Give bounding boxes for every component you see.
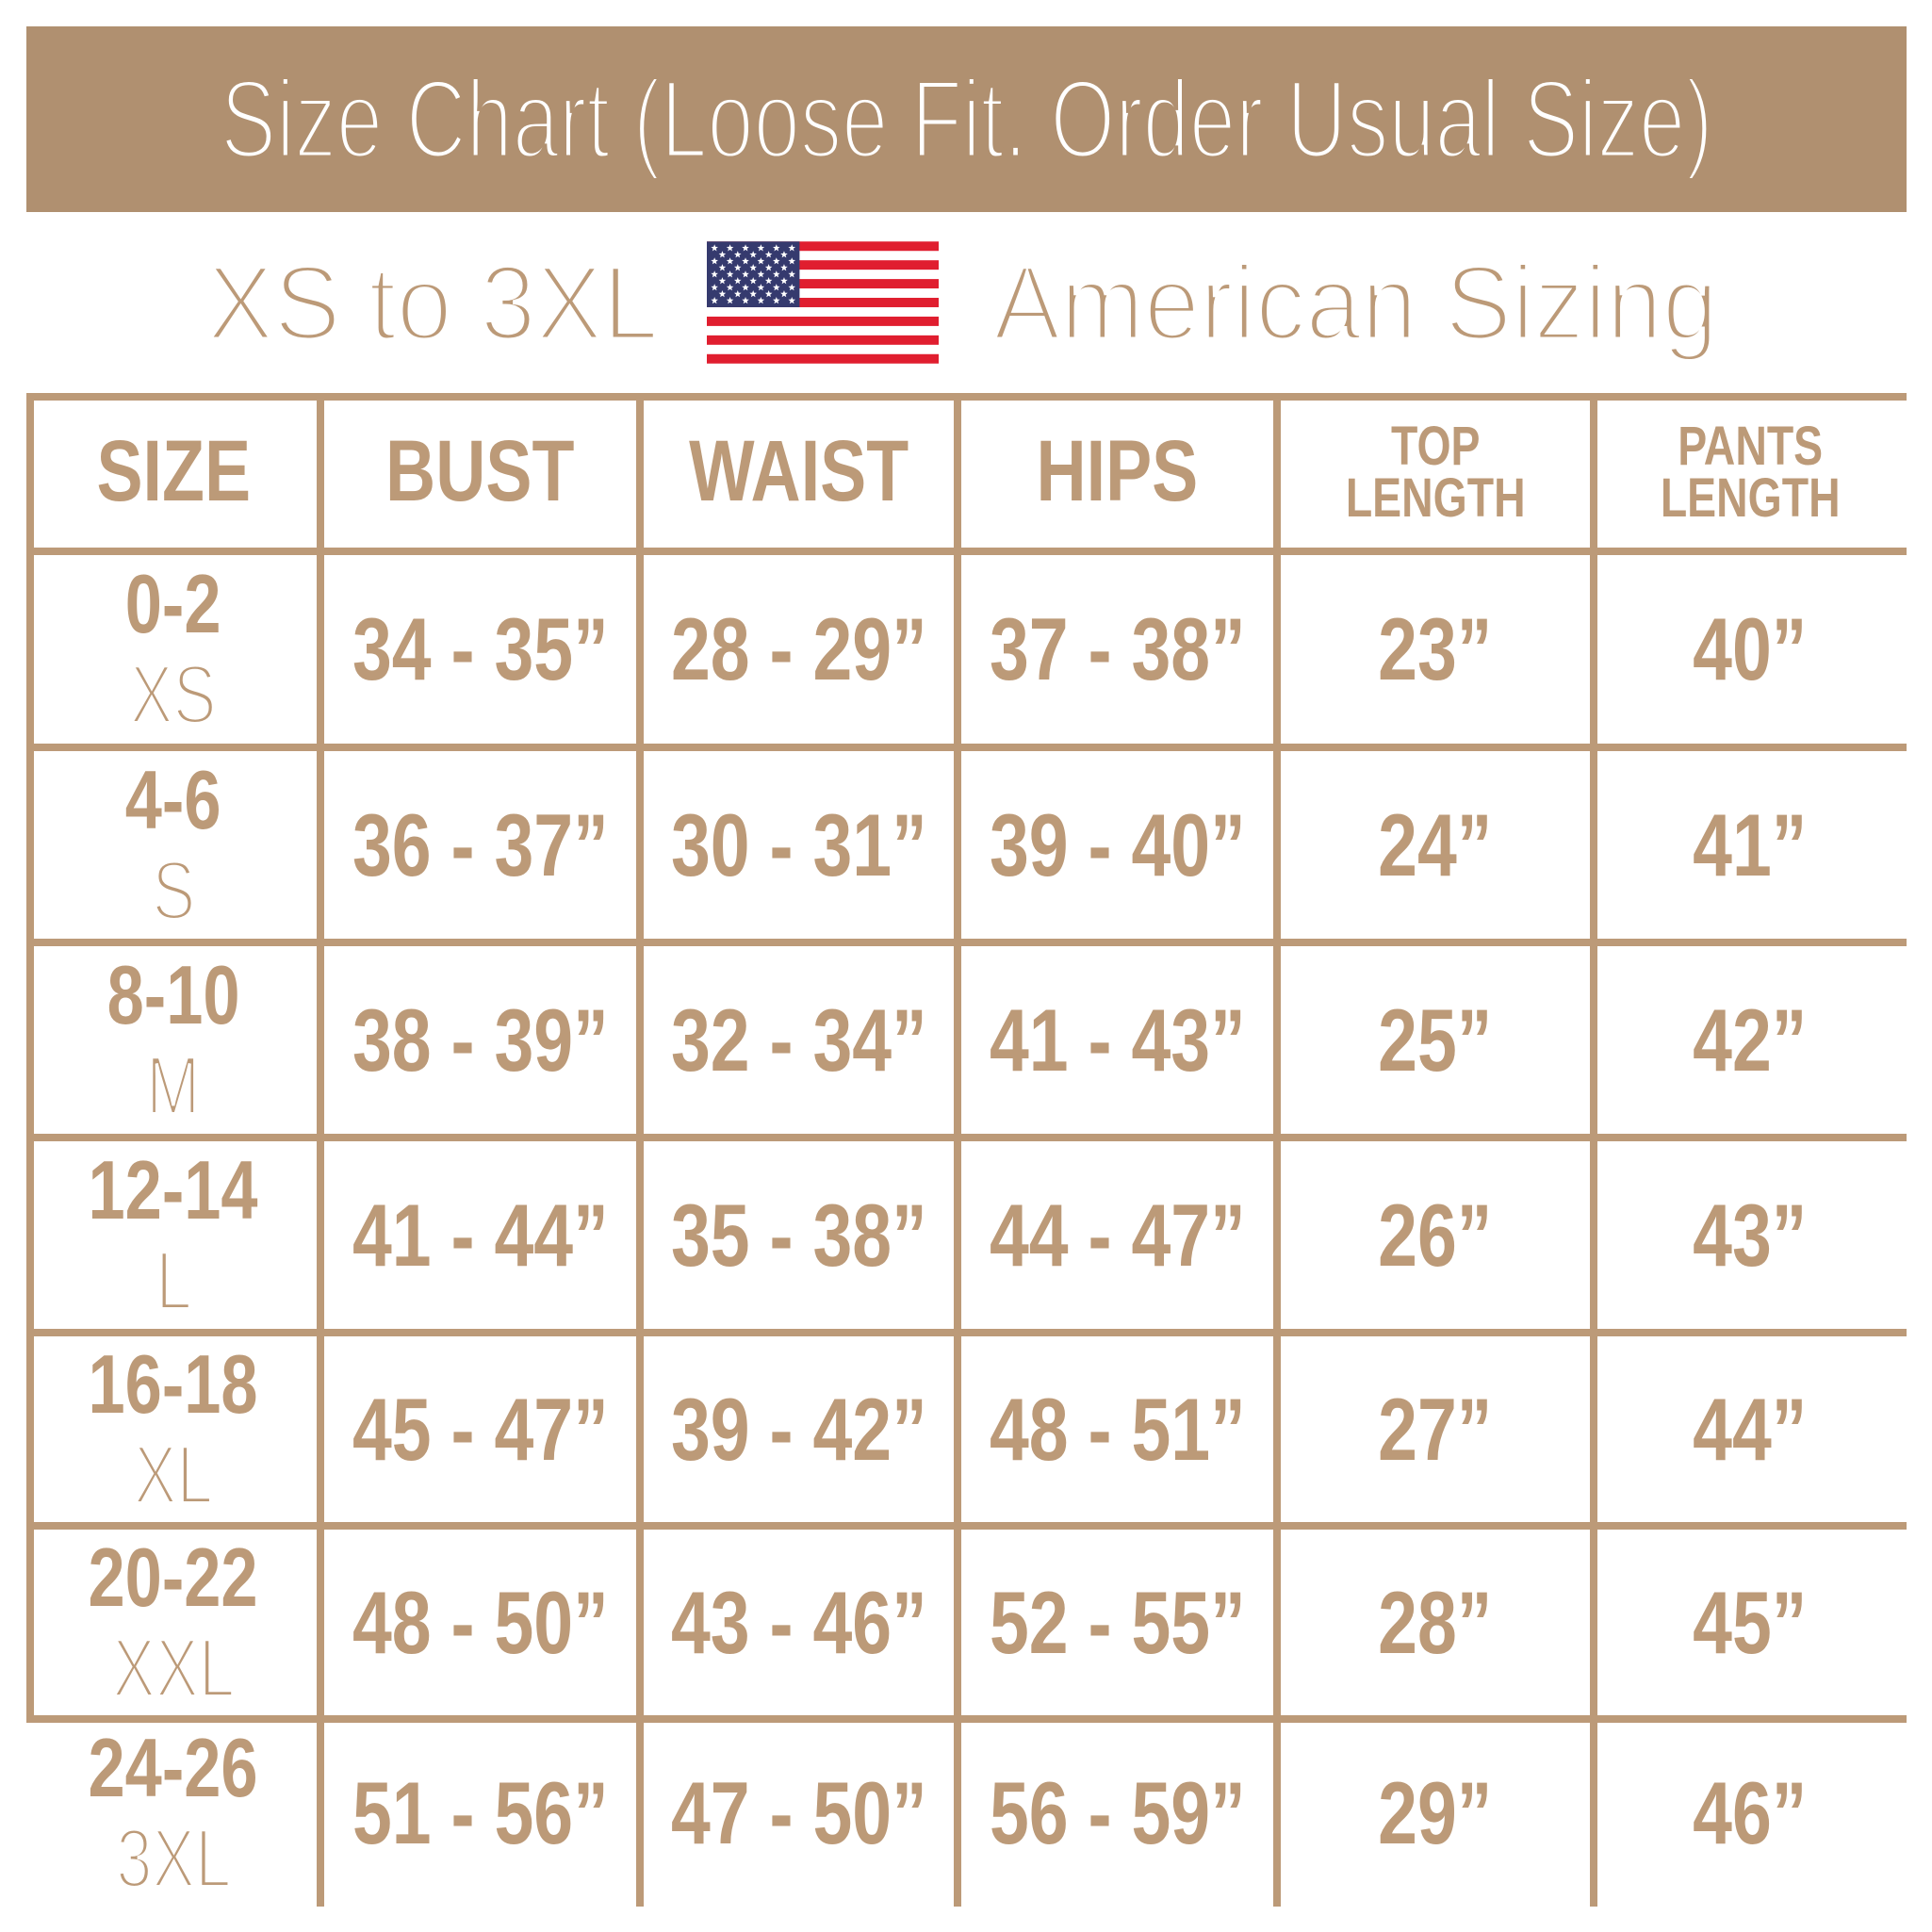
- grid-line-h: [26, 1134, 1907, 1141]
- subtitle-row: XS to 3XL: [0, 212, 1932, 393]
- us-flag-icon: [706, 241, 939, 364]
- grid-line-v: [1590, 393, 1597, 1907]
- sizing-standard-text: American Sizing: [991, 241, 1720, 364]
- bust-cell: 38 - 39”: [352, 990, 609, 1089]
- grid-line-v: [317, 393, 324, 1907]
- size-table-grid: SIZE BUST WAIST HIPS TOP LENGTH PANTS LE…: [26, 393, 1907, 1907]
- bust-cell: 51 - 56”: [352, 1762, 609, 1862]
- bust-cell: 34 - 35”: [352, 599, 609, 698]
- banner: Size Chart (Loose Fit. Order Usual Size): [26, 26, 1907, 212]
- waist-cell: 47 - 50”: [670, 1762, 927, 1862]
- grid-line-h: [26, 744, 1907, 751]
- top-length-cell: 25”: [1378, 990, 1493, 1089]
- waist-cell: 30 - 31”: [670, 794, 927, 894]
- grid-line-h: [26, 1329, 1907, 1336]
- column-header-pants-length: PANTS LENGTH: [1660, 415, 1841, 529]
- top-length-cell: 24”: [1378, 794, 1493, 894]
- grid-line-h: [26, 548, 1907, 555]
- pants-length-cell: 40”: [1693, 599, 1808, 698]
- waist-cell: 32 - 34”: [670, 990, 927, 1089]
- size-cell: 12-14 L: [88, 1142, 259, 1327]
- grid-line-h: [26, 1715, 1907, 1723]
- grid-line-v: [26, 393, 34, 1723]
- pants-length-cell: 46”: [1693, 1762, 1808, 1862]
- hips-cell: 44 - 47”: [989, 1185, 1246, 1285]
- column-header-size: SIZE: [96, 423, 251, 520]
- top-length-cell: 29”: [1378, 1762, 1493, 1862]
- hips-cell: 48 - 51”: [989, 1379, 1246, 1479]
- column-header-top-length: TOP LENGTH: [1345, 415, 1526, 529]
- pants-length-cell: 44”: [1693, 1379, 1808, 1479]
- pants-length-cell: 42”: [1693, 990, 1808, 1089]
- grid-line-v: [636, 393, 644, 1907]
- waist-cell: 39 - 42”: [670, 1379, 927, 1479]
- bust-cell: 41 - 44”: [352, 1185, 609, 1285]
- grid-line-h: [26, 939, 1907, 946]
- top-length-cell: 28”: [1378, 1572, 1493, 1672]
- size-cell: 16-18 XL: [88, 1336, 259, 1521]
- size-cell: 24-26 3XL: [88, 1720, 259, 1905]
- top-length-cell: 26”: [1378, 1185, 1493, 1285]
- bust-cell: 45 - 47”: [352, 1379, 609, 1479]
- grid-line-v: [1273, 393, 1281, 1907]
- top-length-cell: 23”: [1378, 599, 1493, 698]
- column-header-bust: BUST: [385, 423, 575, 520]
- hips-cell: 52 - 55”: [989, 1572, 1246, 1672]
- hips-cell: 56 - 59”: [989, 1762, 1246, 1862]
- grid-line-v: [954, 393, 961, 1907]
- waist-cell: 43 - 46”: [670, 1572, 927, 1672]
- size-cell: 8-10 M: [106, 947, 240, 1132]
- pants-length-cell: 41”: [1693, 794, 1808, 894]
- column-header-hips: HIPS: [1036, 423, 1199, 520]
- hips-cell: 37 - 38”: [989, 599, 1246, 698]
- size-table: SIZE BUST WAIST HIPS TOP LENGTH PANTS LE…: [26, 393, 1907, 1907]
- size-cell: 4-6 S: [125, 752, 221, 937]
- hips-cell: 41 - 43”: [989, 990, 1246, 1089]
- grid-line-h: [26, 393, 1907, 401]
- waist-cell: 28 - 29”: [670, 599, 927, 698]
- column-header-waist: WAIST: [688, 423, 909, 520]
- grid-line-h: [26, 1522, 1907, 1530]
- waist-cell: 35 - 38”: [670, 1185, 927, 1285]
- pants-length-cell: 45”: [1693, 1572, 1808, 1672]
- bust-cell: 48 - 50”: [352, 1572, 609, 1672]
- top-length-cell: 27”: [1378, 1379, 1493, 1479]
- pants-length-cell: 43”: [1693, 1185, 1808, 1285]
- size-cell: 0-2 XS: [125, 557, 221, 741]
- hips-cell: 39 - 40”: [989, 794, 1246, 894]
- size-cell: 20-22 XXL: [88, 1530, 259, 1714]
- bust-cell: 36 - 37”: [352, 794, 609, 894]
- page-title: Size Chart (Loose Fit. Order Usual Size): [219, 55, 1714, 184]
- size-range-text: XS to 3XL: [205, 241, 661, 364]
